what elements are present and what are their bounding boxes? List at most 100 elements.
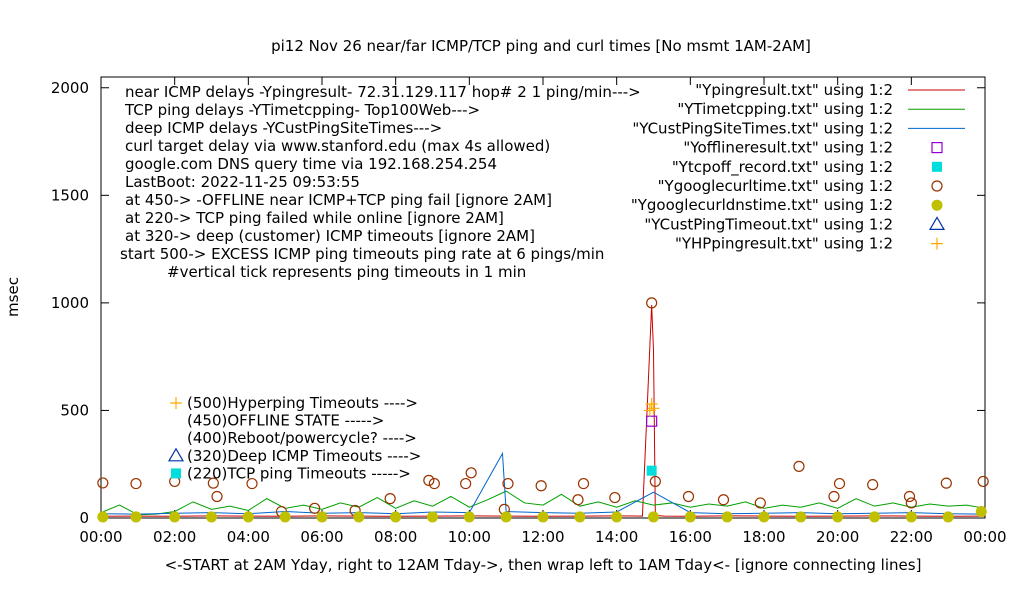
- y-tick-label: 1000: [51, 294, 89, 312]
- data-point: [905, 511, 917, 523]
- x-tick-label: 08:00: [374, 528, 417, 546]
- x-tick-label: 10:00: [448, 528, 491, 546]
- x-axis-label: <-START at 2AM Yday, right to 12AM Tday-…: [165, 556, 922, 574]
- legend-swatch: [931, 199, 943, 211]
- data-point: [649, 475, 661, 488]
- legend-swatch: [931, 180, 943, 192]
- info-line: google.com DNS query time via 192.168.25…: [125, 155, 497, 173]
- data-point: [465, 467, 477, 479]
- info-line: #vertical tick represents ping timeouts …: [167, 263, 526, 281]
- data-point: [611, 511, 623, 523]
- x-tick-label: 02:00: [153, 528, 196, 546]
- series-line: [100, 490, 986, 516]
- x-tick-label: 00:00: [963, 528, 1006, 546]
- marker-note: (500)Hyperping Timeouts ---->: [187, 394, 418, 412]
- data-point: [684, 511, 696, 523]
- data-point: [717, 494, 730, 506]
- data-point: [537, 511, 549, 523]
- y-tick-label: 2000: [51, 79, 89, 97]
- marker-note-symbol: [167, 447, 185, 462]
- legend-label: "Ypingresult.txt" using 1:2: [695, 81, 893, 99]
- data-point: [423, 474, 435, 486]
- info-line: at 320-> deep (customer) ICMP timeouts […: [125, 227, 535, 245]
- data-point: [646, 415, 658, 427]
- legend-swatch: [931, 237, 943, 250]
- data-point: [246, 477, 258, 490]
- marker-note-symbol: [171, 468, 181, 479]
- data-point: [646, 465, 657, 476]
- data-point: [207, 477, 219, 489]
- info-line: near ICMP delays -Ypingresult- 72.31.129…: [125, 83, 641, 101]
- x-tick-label: 22:00: [890, 528, 933, 546]
- data-point: [754, 497, 766, 509]
- legend-label: "YTimetcpping.txt" using 1:2: [677, 100, 893, 118]
- info-line: start 500-> EXCESS ICMP ping timeouts pi…: [120, 245, 604, 263]
- data-point: [905, 497, 917, 509]
- data-point: [758, 511, 770, 523]
- legend-swatch: [931, 142, 943, 154]
- data-point: [206, 511, 217, 523]
- marker-note: (400)Reboot/powercycle? ---->: [187, 429, 417, 447]
- legend-label: "Ygooglecurltime.txt" using 1:2: [658, 177, 893, 195]
- y-tick-label: 0: [79, 509, 89, 527]
- data-point: [647, 402, 660, 415]
- data-point: [460, 477, 472, 490]
- legend-label: "Ygooglecurldnstime.txt" using 1:2: [631, 196, 893, 214]
- data-point: [832, 511, 844, 523]
- info-line: at 220-> TCP ping failed while online [i…: [125, 209, 504, 227]
- marker-note: (220)TCP ping Timeouts ----->: [187, 464, 411, 482]
- data-point: [940, 477, 952, 489]
- data-point: [279, 511, 291, 523]
- legend-label: "YHPpingresult.txt" using 1:2: [675, 235, 893, 253]
- plot-area: 0 500 1000 1500 2000 00:00 02:00 04:00 06:00 08:0…: [51, 76, 1007, 546]
- data-point: [648, 511, 659, 523]
- x-tick-label: 20:00: [816, 528, 859, 546]
- data-point: [869, 511, 880, 523]
- data-point: [682, 490, 695, 503]
- data-point: [97, 477, 109, 489]
- data-point: [867, 479, 879, 491]
- legend-swatch: [932, 161, 942, 172]
- marker-note-symbol: [170, 397, 182, 409]
- data-point: [500, 511, 512, 523]
- data-point: [211, 490, 223, 503]
- data-point: [309, 502, 321, 514]
- data-point: [169, 511, 181, 523]
- data-point: [577, 477, 590, 490]
- legend-label: "YCustPingSiteTimes.txt" using 1:2: [632, 119, 893, 137]
- data-point: [97, 511, 109, 523]
- data-point: [609, 491, 621, 504]
- chart-title: pi12 Nov 26 near/far ICMP/TCP ping and c…: [271, 37, 811, 55]
- x-tick-label: 00:00: [79, 528, 122, 546]
- data-point: [390, 511, 402, 523]
- legend-label: "YCustPingTimeout.txt" using 1:2: [644, 215, 893, 233]
- info-line: deep ICMP delays -YCustPingSiteTimes--->: [125, 119, 442, 137]
- info-line: TCP ping delays -YTimetcpping- Top100Web…: [124, 101, 480, 119]
- series-line: [100, 451, 986, 515]
- data-point: [977, 475, 989, 488]
- y-tick-label: 1500: [51, 186, 89, 204]
- x-tick-label: 06:00: [300, 528, 343, 546]
- data-point: [833, 477, 846, 490]
- data-point: [130, 477, 142, 490]
- data-point: [242, 511, 254, 523]
- x-tick-label: 16:00: [669, 528, 712, 546]
- data-point: [502, 477, 514, 490]
- data-point: [572, 494, 584, 506]
- data-point: [316, 511, 328, 523]
- x-tick-label: 04:00: [227, 528, 270, 546]
- legend-swatch: [928, 216, 946, 230]
- marker-note: (320)Deep ICMP Timeouts ---->: [187, 447, 421, 465]
- legend-label: "Yofflineresult.txt" using 1:2: [683, 139, 893, 157]
- data-point: [535, 480, 547, 492]
- marker-note: (450)OFFLINE STATE ----->: [187, 412, 384, 430]
- y-axis-label: msec: [4, 277, 22, 317]
- data-point: [646, 297, 658, 309]
- data-point: [903, 490, 916, 503]
- data-point: [463, 511, 475, 523]
- data-point: [353, 511, 365, 523]
- data-point: [384, 493, 396, 505]
- data-point: [793, 460, 805, 472]
- info-line: at 450-> -OFFLINE near ICMP+TCP ping fai…: [125, 191, 552, 209]
